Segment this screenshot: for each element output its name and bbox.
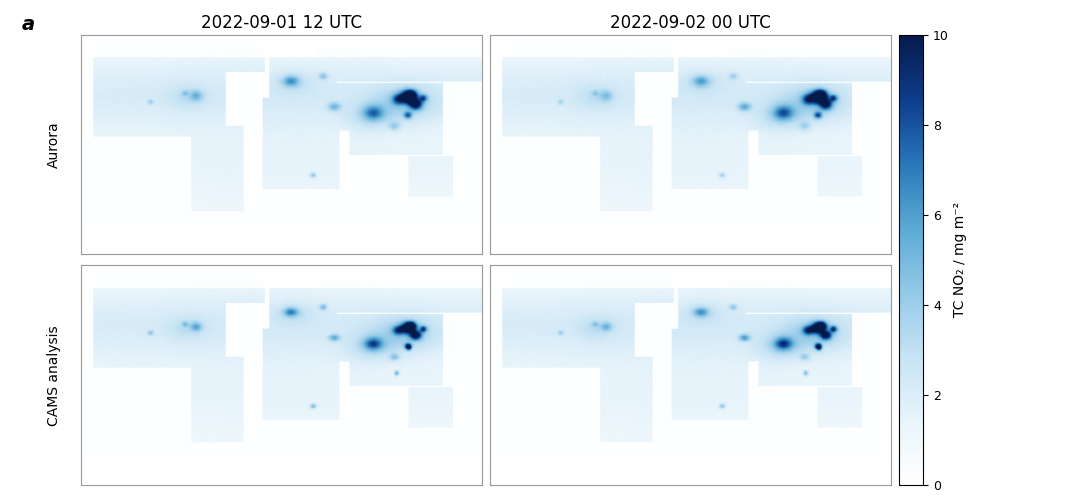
Text: a: a xyxy=(22,15,35,34)
Text: Aurora: Aurora xyxy=(46,121,60,168)
Y-axis label: TC NO₂ / mg m⁻²: TC NO₂ / mg m⁻² xyxy=(954,202,968,317)
Text: CAMS analysis: CAMS analysis xyxy=(46,325,60,426)
Title: 2022-09-02 00 UTC: 2022-09-02 00 UTC xyxy=(610,14,771,32)
Title: 2022-09-01 12 UTC: 2022-09-01 12 UTC xyxy=(201,14,362,32)
